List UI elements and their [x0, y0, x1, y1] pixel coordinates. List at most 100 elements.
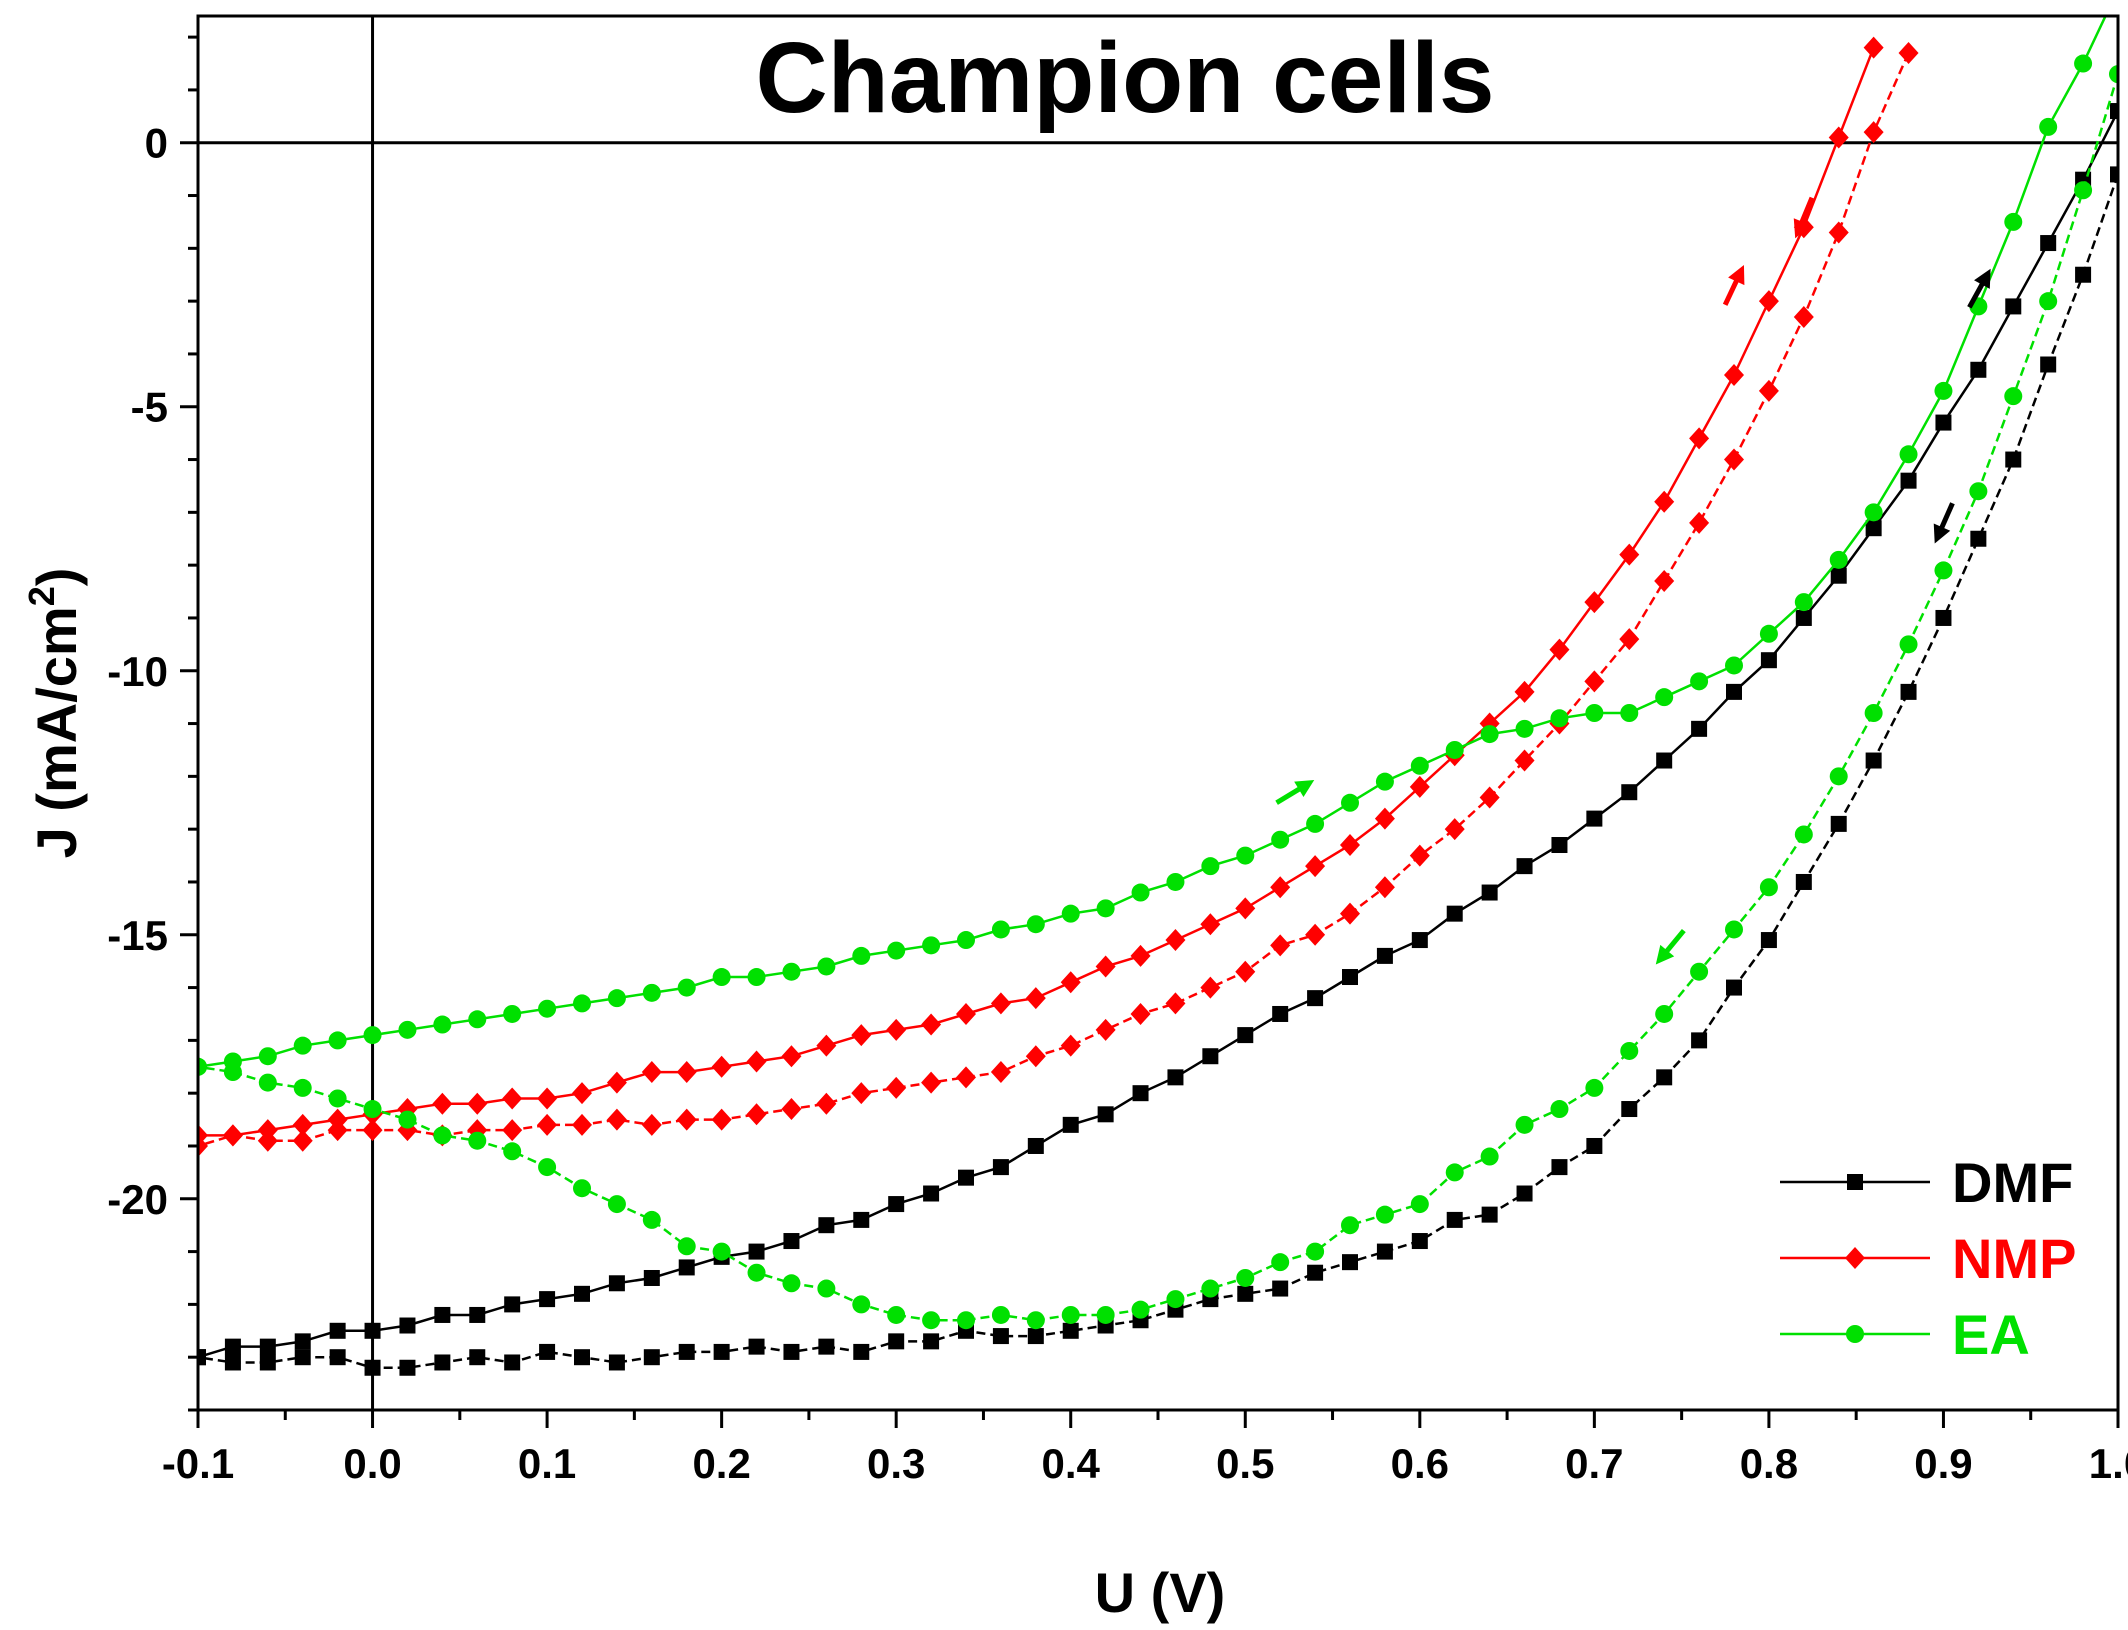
ea-reverse-point [1794, 825, 1813, 844]
nmp-reverse-point [1619, 628, 1640, 651]
ea-forward-point [1061, 904, 1080, 923]
dmf-forward-point [1376, 947, 1393, 964]
nmp-forward-point [1200, 913, 1221, 936]
nmp-forward-point [1758, 290, 1779, 313]
nmp-reverse-point [711, 1108, 732, 1131]
nmp-forward-point [921, 1013, 942, 1036]
dmf-forward-point [1202, 1048, 1219, 1065]
nmp-reverse-point [1409, 844, 1430, 867]
nmp-forward-point [816, 1034, 837, 1057]
nmp-forward-point [1270, 876, 1291, 899]
dmf-down-arrow-head [1933, 523, 1951, 544]
dmf-forward-point [1272, 1005, 1289, 1022]
nmp-forward-point [1828, 126, 1849, 149]
ea-forward-point [1480, 725, 1499, 744]
ea-forward-point [258, 1047, 277, 1066]
dmf-forward-point [608, 1275, 625, 1292]
dmf-forward-point [1167, 1069, 1184, 1086]
x-tick-label: 0.9 [1914, 1440, 1972, 1487]
ea-reverse-point [2039, 292, 2058, 311]
nmp-forward-point [676, 1061, 697, 1084]
ea-reverse-point [1934, 561, 1953, 580]
dmf-reverse-point [1307, 1264, 1324, 1281]
ea-forward-point [1096, 899, 1115, 918]
dmf-forward-point [1830, 567, 1847, 584]
dmf-reverse-point [748, 1338, 765, 1355]
ea-reverse-point [433, 1126, 452, 1145]
dmf-reverse-point [504, 1354, 521, 1371]
nmp-reverse-point [198, 1134, 208, 1157]
nmp-forward-point [886, 1018, 907, 1041]
dmf-reverse-point [1551, 1159, 1568, 1176]
nmp-reverse-point [1828, 221, 1849, 244]
dmf-forward-point [434, 1306, 451, 1323]
dmf-reverse-point [1446, 1211, 1463, 1228]
ea-reverse-point [607, 1195, 626, 1214]
dmf-forward-point [1132, 1085, 1149, 1102]
dmf-reverse-point [818, 1338, 835, 1355]
legend-marker-ea [1846, 1325, 1864, 1343]
nmp-forward-point [711, 1055, 732, 1078]
nmp-reverse-point [1689, 511, 1710, 534]
ea-forward-point [328, 1031, 347, 1050]
dmf-forward-point [1411, 932, 1428, 949]
nmp-forward-point [1724, 364, 1744, 387]
legend-item-nmp: NMP [1780, 1227, 2076, 1290]
dmf-reverse-point [434, 1354, 451, 1371]
nmp-reverse-point [572, 1113, 592, 1136]
nmp-forward-point [1060, 971, 1081, 994]
x-tick-label: 0.7 [1565, 1440, 1623, 1487]
nmp-reverse-point [606, 1108, 627, 1131]
dmf-reverse-point [2040, 356, 2057, 373]
ea-forward-point [607, 989, 626, 1008]
x-tick-label: 0.1 [518, 1440, 576, 1487]
ea-forward-point [1829, 550, 1848, 569]
dmf-forward-point [1970, 361, 1987, 378]
dmf-forward-point [783, 1233, 800, 1250]
ea-forward-point [538, 999, 557, 1018]
ea-reverse-point [2004, 387, 2023, 406]
ea-reverse-point [1166, 1290, 1185, 1309]
legend-label-dmf: DMF [1952, 1151, 2073, 1214]
ea-forward-point [2004, 212, 2023, 231]
ea-reverse-point [398, 1110, 417, 1129]
nmp-reverse-point [1863, 121, 1884, 144]
dmf-reverse-point [2005, 451, 2022, 468]
ea-forward-point [642, 983, 661, 1002]
ea-forward-point [852, 946, 871, 965]
dmf-forward-point [2005, 298, 2022, 315]
legend-marker-dmf [1847, 1174, 1863, 1190]
dmf-reverse-point [1272, 1280, 1289, 1297]
nmp-down-arrow [1793, 196, 1815, 239]
ea-forward-point [1375, 772, 1394, 791]
ea-reverse-point [957, 1311, 975, 1330]
dmf-reverse-point [888, 1333, 905, 1350]
legend-label-ea: EA [1952, 1303, 2030, 1366]
y-axis-label-close: ) [25, 568, 88, 587]
ea-reverse-point [1096, 1305, 1115, 1324]
ea-reverse-point [642, 1210, 661, 1229]
dmf-forward-point [1586, 810, 1603, 827]
nmp-up-arrow [1722, 265, 1745, 306]
nmp-reverse-point [746, 1103, 767, 1126]
direction-arrows [1275, 196, 1991, 965]
ea-reverse-point [1271, 1253, 1290, 1272]
nmp-reverse-point [1724, 448, 1744, 471]
ea-reverse-point [1725, 920, 1743, 939]
y-axis-label: J (mA/cm2) [21, 568, 88, 859]
dmf-reverse-point [539, 1343, 556, 1360]
ea-forward-point [887, 941, 906, 960]
plot-background [198, 16, 2118, 1410]
nmp-forward-point [292, 1113, 313, 1136]
ea-reverse-point [1445, 1163, 1464, 1182]
series-layer [198, 16, 2118, 1376]
dmf-reverse-point [1691, 1032, 1708, 1049]
nmp-reverse-point [537, 1113, 558, 1136]
dmf-reverse-point [783, 1343, 800, 1360]
nmp-reverse-point [292, 1129, 313, 1152]
ea-forward-point [957, 931, 975, 950]
nmp-forward-point [432, 1092, 453, 1115]
ea-reverse-point [1341, 1216, 1359, 1235]
dmf-reverse-point [259, 1354, 276, 1371]
ea-forward-point [1306, 814, 1325, 833]
